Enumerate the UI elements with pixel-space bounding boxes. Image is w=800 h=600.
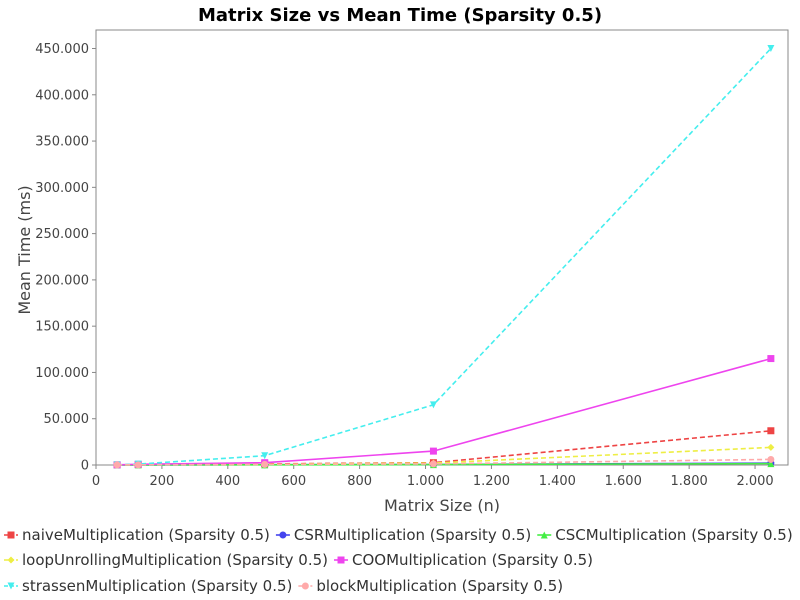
legend-label: loopUnrollingMultiplication (Sparsity 0.… bbox=[22, 551, 328, 569]
x-tick-label: 1.800 bbox=[671, 474, 708, 489]
legend-label: strassenMultiplication (Sparsity 0.5) bbox=[22, 577, 292, 595]
x-axis-label: Matrix Size (n) bbox=[384, 496, 500, 515]
x-tick-label: 2.000 bbox=[736, 474, 773, 489]
data-point bbox=[767, 443, 775, 451]
x-tick-label: 400 bbox=[215, 474, 240, 489]
data-point bbox=[113, 461, 121, 469]
series-6 bbox=[113, 455, 775, 469]
y-tick-label: 350.000 bbox=[35, 135, 89, 150]
data-point bbox=[767, 355, 775, 363]
x-tick-label: 600 bbox=[281, 474, 306, 489]
series-layer bbox=[113, 45, 775, 469]
series-5 bbox=[113, 45, 775, 469]
chart-title: Matrix Size vs Mean Time (Sparsity 0.5) bbox=[198, 5, 602, 26]
y-axis: 0 50.000 100.000 150.000 200.000 250.000 300.0… bbox=[35, 42, 96, 474]
data-point bbox=[429, 460, 437, 468]
data-point bbox=[767, 45, 775, 53]
legend-label: COOMultiplication (Sparsity 0.5) bbox=[352, 551, 593, 569]
data-point bbox=[429, 401, 437, 409]
y-tick-label: 250.000 bbox=[35, 227, 89, 242]
series-2 bbox=[113, 460, 775, 469]
y-tick-label: 50.000 bbox=[44, 412, 90, 427]
legend-item: loopUnrollingMultiplication (Sparsity 0.… bbox=[4, 551, 328, 569]
x-tick-label: 1.400 bbox=[539, 474, 576, 489]
legend-label: naiveMultiplication (Sparsity 0.5) bbox=[22, 526, 270, 544]
y-tick-label: 0 bbox=[81, 459, 89, 474]
data-point bbox=[134, 461, 142, 469]
legend-item: CSCMultiplication (Sparsity 0.5) bbox=[537, 526, 793, 544]
y-tick-label: 400.000 bbox=[35, 88, 89, 103]
data-point bbox=[767, 427, 775, 435]
data-point bbox=[261, 460, 269, 468]
legend-item: CSRMultiplication (Sparsity 0.5) bbox=[275, 526, 531, 544]
legend-label: blockMultiplication (Sparsity 0.5) bbox=[316, 577, 563, 595]
legend-swatch-marker bbox=[337, 556, 345, 564]
y-tick-label: 100.000 bbox=[35, 366, 89, 381]
data-point bbox=[429, 447, 437, 455]
series-line bbox=[117, 47, 772, 466]
y-tick-label: 300.000 bbox=[35, 181, 89, 196]
legend-swatch-marker bbox=[540, 531, 548, 539]
legend-item: naiveMultiplication (Sparsity 0.5) bbox=[4, 526, 270, 544]
data-point bbox=[261, 452, 269, 460]
y-tick-label: 200.000 bbox=[35, 273, 89, 288]
legend-item: strassenMultiplication (Sparsity 0.5) bbox=[4, 577, 292, 595]
legend-swatch-marker bbox=[279, 531, 287, 539]
x-tick-label: 800 bbox=[347, 474, 372, 489]
y-axis-label: Mean Time (ms) bbox=[15, 185, 34, 314]
x-tick-label: 1.000 bbox=[407, 474, 444, 489]
series-4 bbox=[113, 355, 775, 469]
data-point bbox=[767, 460, 775, 468]
x-tick-label: 1.200 bbox=[473, 474, 510, 489]
legend-swatch-marker bbox=[7, 582, 15, 590]
data-point bbox=[767, 455, 775, 463]
x-tick-label: 1.600 bbox=[605, 474, 642, 489]
series-line bbox=[117, 446, 771, 466]
series-line bbox=[117, 357, 772, 466]
legend-item: blockMultiplication (Sparsity 0.5) bbox=[298, 577, 563, 595]
x-tick-label: 0 bbox=[92, 474, 100, 489]
x-tick-label: 200 bbox=[149, 474, 174, 489]
legend-swatch-marker bbox=[7, 531, 15, 539]
legend-label: CSCMultiplication (Sparsity 0.5) bbox=[555, 526, 792, 544]
legend-swatch-marker bbox=[301, 582, 309, 590]
legend: naiveMultiplication (Sparsity 0.5) CSRMul… bbox=[4, 526, 793, 595]
legend-item: COOMultiplication (Sparsity 0.5) bbox=[334, 551, 593, 569]
plot-area bbox=[95, 29, 789, 466]
y-tick-label: 450.000 bbox=[35, 42, 89, 57]
legend-label: CSRMultiplication (Sparsity 0.5) bbox=[294, 526, 531, 544]
y-tick-label: 150.000 bbox=[35, 320, 89, 335]
x-axis: 0 200 400 600 800 1.000 1.200 1.400 1.600 1.800 2.… bbox=[92, 465, 774, 489]
legend-swatch-marker bbox=[7, 556, 15, 564]
